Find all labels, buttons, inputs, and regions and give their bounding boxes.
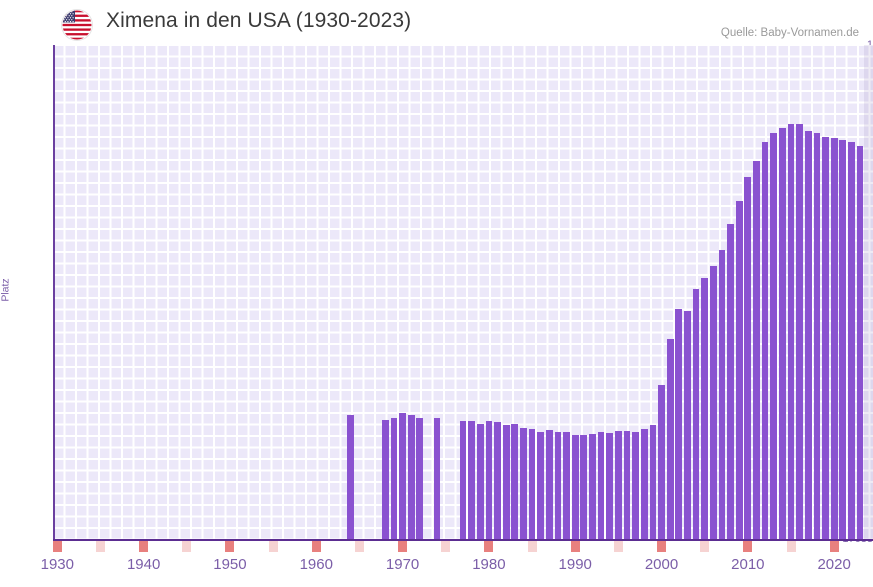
x-tick-1975: [441, 541, 451, 552]
bar-1992: [589, 433, 596, 540]
x-axis-label-1980: 1980: [472, 556, 506, 573]
bar-1988: [554, 432, 562, 540]
bar-2018: [813, 132, 821, 540]
bar-1981: [494, 422, 501, 540]
bar-1983: [511, 423, 519, 540]
x-tick-1945: [182, 541, 192, 552]
x-tick-1990: [570, 541, 580, 552]
x-axis-label-1950: 1950: [213, 556, 247, 573]
bar-1972: [416, 418, 424, 540]
bar-2004: [692, 289, 700, 540]
x-tick-1935: [95, 541, 105, 552]
bar-2015: [787, 123, 795, 540]
bar-2020: [830, 138, 838, 540]
x-tick-1965: [354, 541, 364, 552]
bar-2019: [822, 136, 829, 540]
bar-1979: [476, 423, 484, 540]
bar-1989: [563, 432, 570, 540]
bar-2010: [744, 176, 752, 540]
source-attribution: Quelle: Baby-Vornamen.de: [720, 27, 859, 39]
bar-1985: [528, 428, 536, 540]
bar-1984: [520, 427, 527, 540]
bar-1982: [502, 424, 510, 540]
x-axis-line: [53, 539, 873, 541]
x-axis-label-2000: 2000: [644, 556, 679, 573]
bar-1994: [606, 433, 614, 540]
x-tick-2015: [786, 541, 796, 552]
no-data-shaded-region: [864, 45, 873, 540]
x-axis-label-1990: 1990: [558, 556, 592, 573]
x-tick-1930: [52, 541, 62, 552]
x-axis-label-1970: 1970: [385, 556, 420, 573]
bar-2014: [779, 127, 786, 540]
bar-1991: [580, 435, 588, 540]
x-axis-label-1960: 1960: [299, 556, 333, 573]
bar-1997: [632, 432, 639, 540]
bar-2022: [848, 141, 855, 540]
bar-1993: [597, 431, 605, 540]
x-tick-2005: [700, 541, 710, 552]
bar-2008: [727, 223, 734, 540]
bar-1968: [381, 419, 389, 540]
bar-2016: [796, 124, 803, 540]
x-axis-label-1940: 1940: [126, 556, 161, 573]
bar-1987: [545, 430, 553, 540]
x-axis-label-2010: 2010: [731, 556, 765, 573]
x-tick-1960: [311, 541, 321, 552]
bar-1971: [407, 415, 415, 540]
bar-2021: [839, 139, 847, 540]
x-tick-1980: [484, 541, 494, 552]
bar-1995: [615, 431, 622, 540]
bar-2011: [753, 160, 760, 540]
bar-1990: [571, 434, 579, 540]
x-tick-2010: [743, 541, 753, 552]
bar-2000: [658, 385, 665, 540]
y-axis-title: Platz: [0, 278, 12, 302]
bar-2023: [856, 146, 864, 540]
bar-1998: [640, 429, 648, 540]
bar-1978: [468, 420, 475, 540]
y-axis-line: [53, 45, 55, 540]
page-title: Ximena in den USA (1930-2023): [106, 9, 412, 32]
bar-1996: [623, 430, 631, 540]
bar-2007: [718, 249, 726, 540]
x-tick-1950: [225, 541, 235, 552]
x-tick-1985: [527, 541, 537, 552]
x-tick-1970: [398, 541, 408, 552]
bar-1980: [485, 420, 493, 540]
x-tick-1955: [268, 541, 278, 552]
x-tick-1940: [139, 541, 149, 552]
bar-2013: [770, 133, 778, 540]
bar-2006: [709, 265, 717, 540]
x-axis-label-2020: 2020: [817, 556, 851, 573]
plot-area: [53, 45, 873, 540]
bar-1977: [459, 420, 467, 540]
bar-2017: [804, 130, 812, 540]
x-tick-1995: [613, 541, 623, 552]
bar-1970: [399, 413, 406, 540]
bar-1974: [433, 417, 441, 540]
bar-1969: [390, 418, 398, 540]
bar-1999: [649, 424, 657, 540]
bar-1964: [347, 415, 355, 540]
chart-header: Ximena in den USA (1930-2023) Quelle: Ba…: [0, 0, 873, 45]
x-axis-label-1930: 1930: [40, 556, 74, 573]
bar-2009: [735, 201, 743, 540]
x-tick-2000: [657, 541, 667, 552]
bar-2003: [684, 310, 691, 540]
bar-2002: [675, 308, 683, 540]
bar-2001: [666, 338, 674, 540]
x-tick-2020: [829, 541, 839, 552]
us-flag-icon: [62, 10, 92, 40]
bar-2012: [761, 141, 769, 540]
bar-2005: [701, 278, 709, 540]
bar-1986: [537, 432, 545, 540]
